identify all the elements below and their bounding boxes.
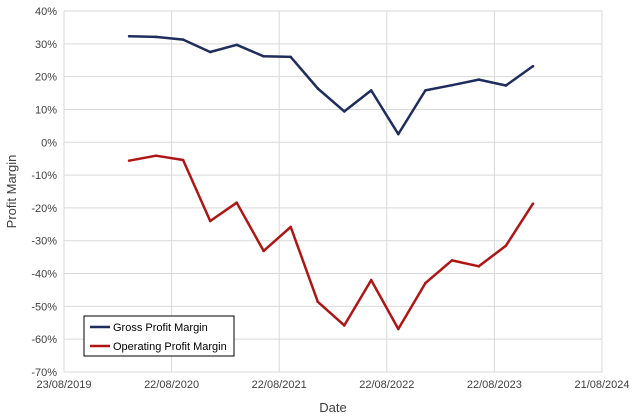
data-point [504,244,508,247]
x-axis-tick-labels: 23/08/2019 22/08/2020 22/08/2021 22/08/2022… [36,379,629,391]
legend-label: Operating Profit Margin [113,341,227,353]
x-tick-label: 22/08/2021 [252,379,307,391]
data-point [154,154,158,158]
data-point [208,50,212,54]
y-tick-label: 20% [35,72,57,84]
x-tick-label: 21/08/2024 [574,379,629,391]
y-tick-label: -40% [31,269,57,281]
data-point [262,249,265,253]
data-point [154,35,158,39]
y-tick-label: -30% [31,236,57,248]
data-point [396,327,400,331]
data-point [504,84,508,87]
x-axis-title: Date [319,400,346,415]
legend: Gross Profit Margin Operating Profit Marg… [83,315,235,357]
data-point [531,202,535,205]
y-tick-label: -60% [31,334,57,346]
data-point [181,158,185,162]
x-tick-label: 22/08/2023 [467,379,522,391]
data-point [181,38,185,41]
data-point [235,43,239,47]
y-tick-label: 10% [35,104,57,116]
gridlines [63,10,603,373]
y-tick-label: 40% [35,6,57,18]
plot-area-border [63,10,603,373]
data-point [289,225,292,229]
y-tick-label: -50% [31,301,57,313]
y-tick-label: -10% [31,170,57,182]
data-point [262,54,265,58]
x-tick-label: 23/08/2019 [36,379,91,391]
data-point [396,132,400,136]
data-point [531,64,535,68]
data-point [343,324,346,327]
data-point [208,219,212,223]
data-point [316,300,320,304]
series-lines [127,34,535,331]
data-point [369,278,373,282]
y-tick-label: 30% [35,39,57,51]
data-point [343,110,346,113]
y-axis-tick-labels: 40% 30% 20% 10% 0% -10% -20% -30% -40% -50% -60% -7… [31,6,57,379]
series-line-0 [129,35,534,136]
y-axis-title: Profit Margin [4,155,19,229]
y-tick-label: -70% [31,367,57,379]
data-point [369,89,373,92]
data-point [127,34,131,38]
data-point [424,89,427,92]
series-line-1 [128,154,535,331]
data-point [477,78,481,81]
x-tick-label: 22/08/2022 [359,379,414,391]
y-tick-label: 0% [41,137,57,149]
data-point [477,265,481,268]
data-point [289,55,292,59]
data-point [235,201,239,204]
data-point [127,159,131,162]
x-tick-label: 22/08/2020 [144,379,199,391]
data-point [450,259,454,262]
legend-label: Gross Profit Margin [113,322,208,334]
y-tick-label: -20% [31,203,57,215]
legend-box [83,315,235,357]
data-point [316,87,320,90]
data-point [450,83,454,87]
data-point [424,281,427,285]
